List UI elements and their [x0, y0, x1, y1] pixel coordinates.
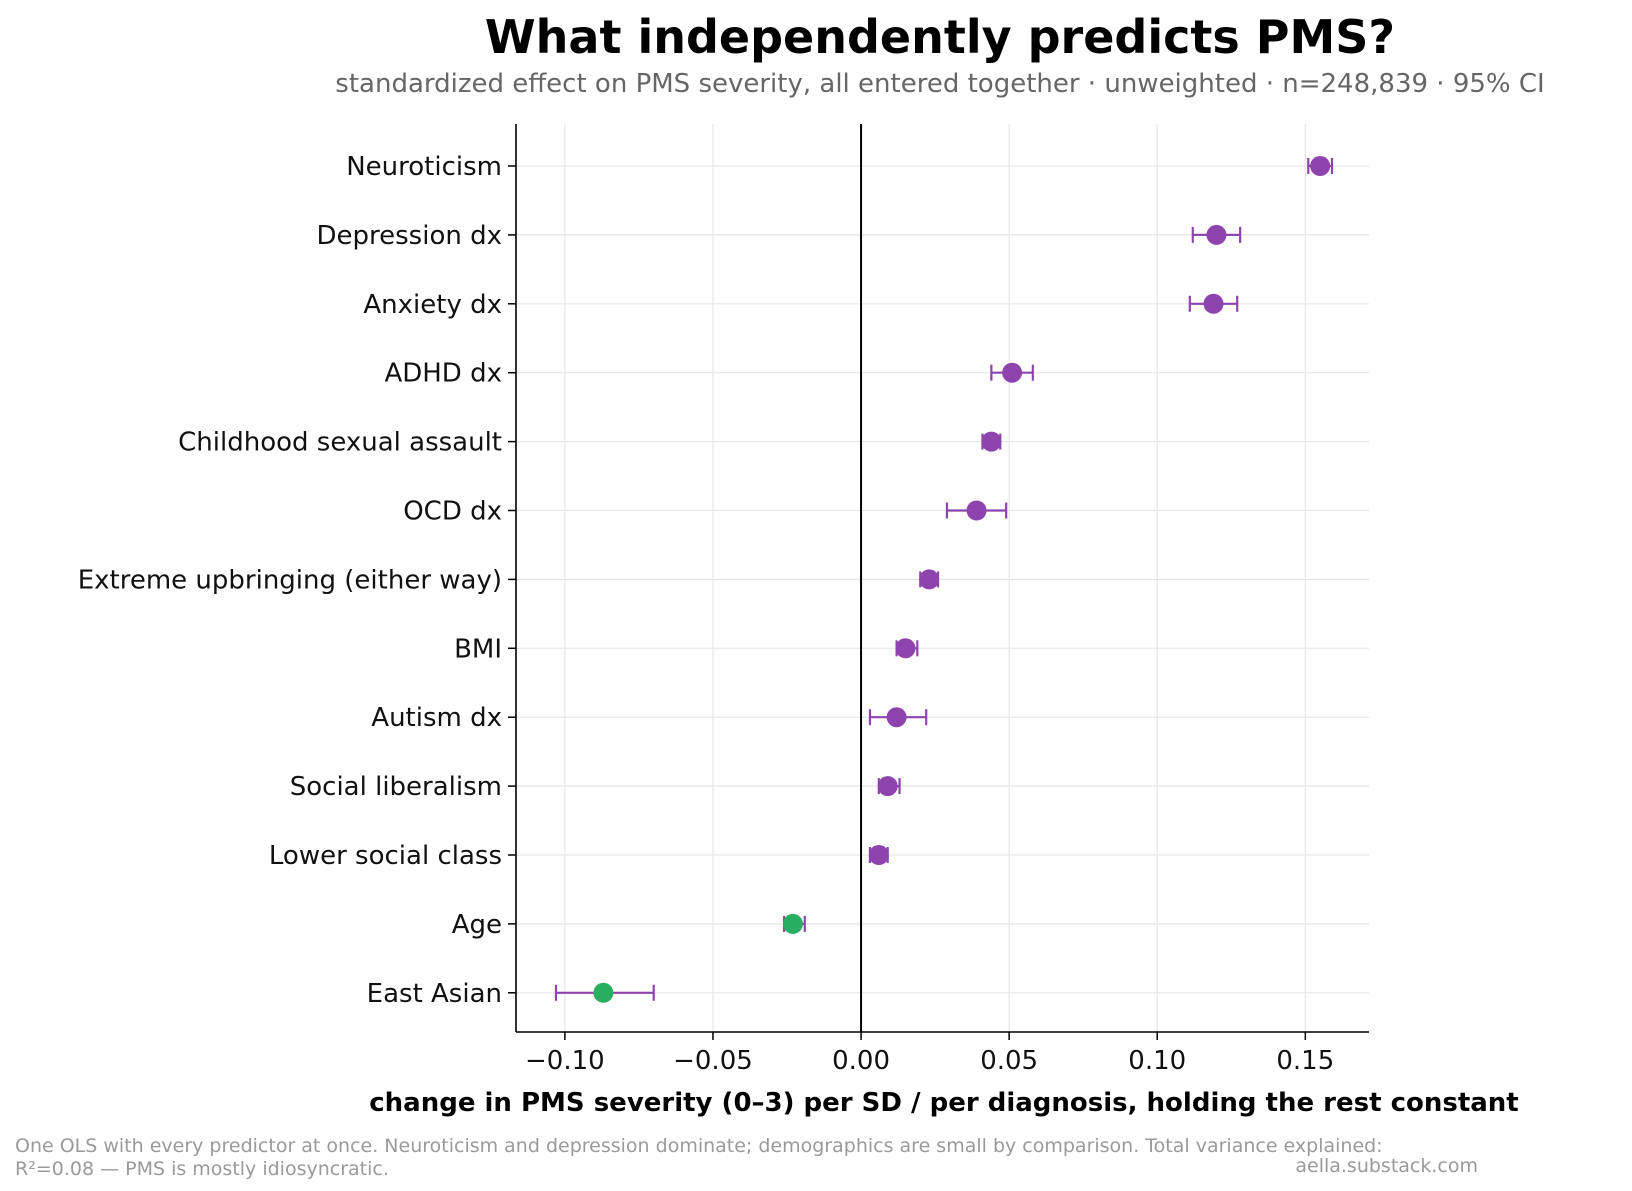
x-tick-label: 0.15: [1276, 1046, 1334, 1076]
category-label: ADHD dx: [384, 359, 502, 389]
point-estimate: [877, 776, 898, 797]
x-axis-label: change in PMS severity (0–3) per SD / pe…: [369, 1088, 1518, 1118]
point-estimate: [868, 845, 889, 865]
footer-note-line2: R²=0.08 — PMS is mostly idiosyncratic.: [15, 1158, 389, 1180]
category-label: OCD dx: [403, 497, 502, 527]
category-label: Depression dx: [317, 221, 503, 251]
chart-title: What independently predicts PMS?: [485, 10, 1395, 64]
x-tick-label: 0.05: [980, 1046, 1038, 1076]
point-estimate: [919, 569, 940, 590]
x-tick-label: 0.10: [1128, 1046, 1186, 1076]
x-tick-label: 0.00: [832, 1046, 890, 1076]
category-label: East Asian: [367, 979, 502, 1009]
point-estimate: [782, 913, 803, 934]
point-estimate: [1310, 156, 1331, 176]
category-label: BMI: [454, 634, 502, 664]
grid: [516, 124, 1369, 1032]
data-points: [554, 156, 1334, 1003]
category-label: Anxiety dx: [363, 290, 502, 320]
category-labels: Neuroticism Depression dx Anxiety dx ADHD d…: [78, 152, 502, 1009]
x-ticks: −0.10 −0.05 0.00 0.05 0.10 0.15: [508, 165, 1334, 1076]
axes: [515, 124, 1369, 1033]
x-tick-label: −0.10: [525, 1046, 605, 1076]
category-label: Extreme upbringing (either way): [78, 565, 502, 595]
point-estimate: [593, 982, 614, 1003]
point-estimate: [981, 431, 1002, 452]
footer-source: aella.substack.com: [1295, 1155, 1478, 1177]
point-estimate: [1203, 293, 1224, 314]
category-label: Social liberalism: [290, 772, 502, 802]
category-label: Age: [452, 910, 502, 940]
point-estimate: [886, 707, 907, 728]
category-label: Childhood sexual assault: [178, 428, 502, 458]
x-tick-label: −0.05: [673, 1046, 753, 1076]
footer-note-line1: One OLS with every predictor at once. Ne…: [15, 1135, 1383, 1157]
point-estimate: [895, 638, 916, 659]
category-label: Lower social class: [269, 841, 502, 871]
point-estimate: [1206, 224, 1227, 245]
category-label: Autism dx: [371, 703, 502, 733]
category-label: Neuroticism: [346, 152, 502, 182]
chart-subtitle: standardized effect on PMS severity, all…: [335, 69, 1544, 99]
point-estimate: [966, 500, 987, 521]
point-estimate: [1002, 362, 1023, 383]
